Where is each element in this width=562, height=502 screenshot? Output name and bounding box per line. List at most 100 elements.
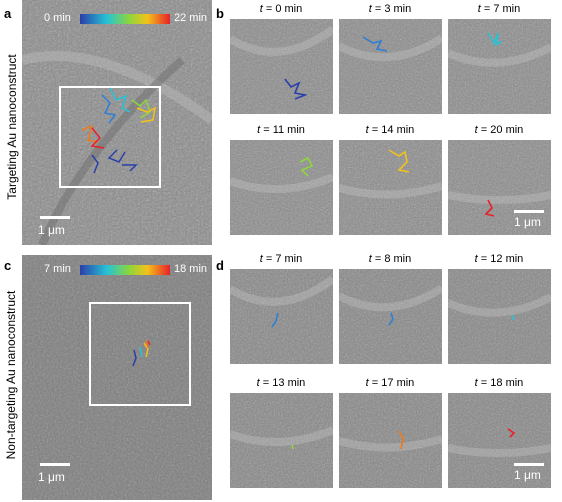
- time-equals: =: [477, 124, 491, 136]
- microscopy-tile: [339, 19, 442, 114]
- time-symbol: t: [365, 124, 369, 136]
- scale-bar-a: [40, 216, 70, 219]
- trajectory-mark: [388, 312, 394, 326]
- time-symbol: t: [474, 253, 478, 265]
- microscopy-tile: [339, 393, 442, 488]
- trajectory-mark: [484, 199, 495, 217]
- trajectory-cluster-a: [81, 87, 156, 174]
- panel-d-letter: d: [216, 258, 224, 273]
- panel-a-image: 0 min 22 min 1 μm: [22, 0, 212, 245]
- time-equals: =: [371, 253, 385, 265]
- time-value: 3 min: [384, 3, 412, 15]
- time-equals: =: [371, 3, 385, 15]
- colorbar-c: [80, 265, 170, 275]
- scale-bar-b: [514, 210, 544, 213]
- tile-time-label: t = 7 min: [449, 3, 549, 15]
- panel-c-texture: [22, 255, 212, 500]
- colorbar-a-start: 0 min: [44, 12, 71, 24]
- tile-time-label: t = 18 min: [449, 377, 549, 389]
- scale-label-a: 1 μm: [38, 223, 65, 237]
- time-symbol: t: [368, 3, 372, 15]
- time-symbol: t: [259, 3, 263, 15]
- microscopy-tile: [448, 269, 551, 364]
- time-symbol: t: [368, 253, 372, 265]
- time-value: 11 min: [272, 124, 305, 136]
- trajectory-mark: [388, 149, 410, 173]
- time-value: 7 min: [493, 3, 521, 15]
- time-value: 20 min: [490, 124, 524, 136]
- trajectory-mark: [362, 36, 388, 52]
- microscopy-tile: [230, 393, 333, 488]
- time-equals: =: [260, 124, 273, 136]
- trajectory-mark: [487, 32, 503, 47]
- scale-label-c: 1 μm: [38, 470, 65, 484]
- scale-bar-c: [40, 463, 70, 466]
- trajectory-mark: [271, 312, 279, 328]
- time-equals: =: [259, 377, 273, 389]
- microscopy-tile: [339, 140, 442, 235]
- panel-c-side-label: Non-targeting Au nanoconstruct: [4, 290, 18, 460]
- time-symbol: t: [474, 124, 478, 136]
- time-value: 13 min: [272, 377, 306, 389]
- tile-time-label: t = 14 min: [340, 124, 440, 136]
- panel-a-side-label: Targeting Au nanoconstruct: [5, 54, 19, 200]
- time-value: 17 min: [381, 377, 415, 389]
- trajectory-mark: [299, 156, 314, 177]
- time-equals: =: [368, 377, 382, 389]
- tile-time-label: t = 12 min: [449, 253, 549, 265]
- time-equals: =: [480, 3, 494, 15]
- trajectory-mark: [398, 430, 404, 450]
- tile-time-label: t = 7 min: [231, 253, 331, 265]
- time-value: 0 min: [275, 3, 303, 15]
- microscopy-tile: [230, 140, 333, 235]
- roi-box-a: [59, 86, 161, 188]
- panel-b-letter: b: [216, 6, 224, 21]
- time-symbol: t: [257, 124, 261, 136]
- time-symbol: t: [477, 3, 481, 15]
- panel-a-texture: [22, 0, 212, 245]
- colorbar-c-end: 18 min: [174, 263, 208, 275]
- scale-label-b: 1 μm: [514, 215, 541, 229]
- time-equals: =: [477, 377, 491, 389]
- time-value: 14 min: [381, 124, 415, 136]
- trajectory-mark: [291, 444, 294, 450]
- tile-time-label: t = 11 min: [231, 124, 331, 136]
- time-symbol: t: [256, 377, 260, 389]
- microscopy-tile: [448, 19, 551, 114]
- time-value: 18 min: [490, 377, 524, 389]
- time-equals: =: [262, 253, 276, 265]
- trajectory-mark: [511, 314, 515, 321]
- microscopy-tile: [339, 269, 442, 364]
- scale-label-d: 1 μm: [514, 468, 541, 482]
- tile-time-label: t = 13 min: [231, 377, 331, 389]
- microscopy-tile: [230, 19, 333, 114]
- time-equals: =: [368, 124, 382, 136]
- colorbar-c-start: 7 min: [44, 263, 71, 275]
- microscopy-tile: [448, 393, 551, 488]
- microscopy-tile: [230, 269, 333, 364]
- panel-a-letter: a: [4, 6, 12, 21]
- tile-time-label: t = 8 min: [340, 253, 440, 265]
- panel-c-letter: c: [4, 258, 12, 273]
- time-value: 7 min: [275, 253, 303, 265]
- panel-c-image: 7 min 18 min 1 μm: [22, 255, 212, 500]
- colorbar-a-end: 22 min: [174, 12, 208, 24]
- tile-time-label: t = 17 min: [340, 377, 440, 389]
- time-value: 12 min: [490, 253, 524, 265]
- microscopy-tile: [448, 140, 551, 235]
- tile-time-label: t = 3 min: [340, 3, 440, 15]
- time-symbol: t: [474, 377, 478, 389]
- scale-bar-d: [514, 463, 544, 466]
- tile-time-label: t = 0 min: [231, 3, 331, 15]
- colorbar-a: [80, 14, 170, 24]
- trajectory-mark: [507, 428, 516, 438]
- time-symbol: t: [259, 253, 263, 265]
- time-equals: =: [262, 3, 276, 15]
- time-equals: =: [477, 253, 491, 265]
- time-symbol: t: [365, 377, 369, 389]
- trajectory-mark: [284, 78, 308, 100]
- roi-box-c: [89, 302, 191, 406]
- trajectory-cluster-c: [132, 339, 151, 367]
- time-value: 8 min: [384, 253, 412, 265]
- tile-time-label: t = 20 min: [449, 124, 549, 136]
